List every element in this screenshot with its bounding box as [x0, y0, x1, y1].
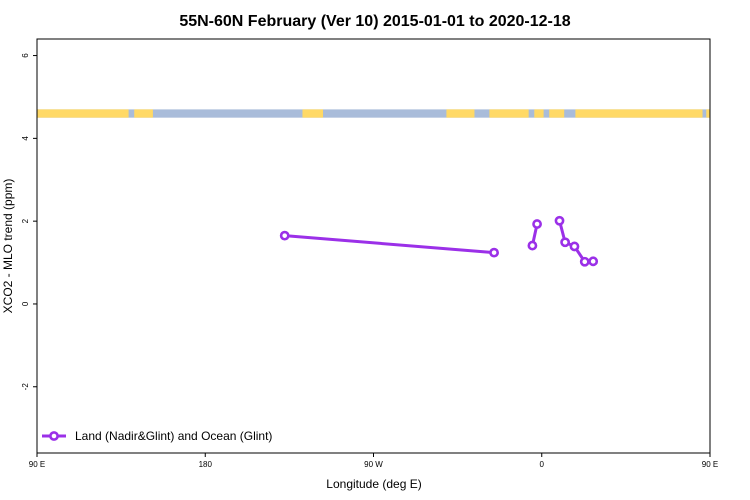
map-strip-land [37, 109, 129, 118]
data-point [279, 230, 290, 241]
x-tick-label: 90 W [364, 460, 383, 469]
map-strip-ocean [37, 109, 710, 118]
map-strip-land [302, 109, 324, 118]
map-strip-land [134, 109, 153, 118]
data-point [588, 256, 599, 267]
x-axis-ticks: 90 E 180 90 W 0 90 E [29, 453, 718, 469]
x-tick-label: 0 [540, 460, 545, 469]
chart-title: 55N-60N February (Ver 10) 2015-01-01 to … [179, 13, 570, 30]
map-strip-land [446, 109, 475, 118]
data-point [489, 247, 499, 258]
x-axis-label: Longitude (deg E) [326, 477, 421, 491]
map-strip-land [534, 109, 544, 118]
map-strip-land [706, 109, 710, 118]
series-points [279, 215, 599, 267]
legend-marker [49, 431, 59, 441]
y-axis-ticks: -2 0 2 4 6 [21, 53, 37, 391]
y-tick-label: 2 [21, 218, 30, 223]
legend: Land (Nadir&Glint) and Ocean (Glint) [42, 429, 272, 443]
data-point [569, 241, 580, 252]
legend-label: Land (Nadir&Glint) and Ocean (Glint) [75, 429, 272, 443]
plot-frame [36, 38, 711, 454]
map-strip-land [575, 109, 703, 118]
y-axis-label: XCO2 - MLO trend (ppm) [1, 179, 15, 314]
x-tick-label: 90 E [29, 460, 45, 469]
series-segment [283, 234, 496, 255]
map-strip [37, 109, 710, 118]
map-strip-land [489, 109, 529, 118]
x-tick-label: 180 [199, 460, 213, 469]
x-tick-label: 90 E [702, 460, 718, 469]
y-tick-label: -2 [21, 383, 30, 391]
data-point [554, 215, 565, 226]
y-tick-label: 4 [21, 136, 30, 141]
data-point [527, 240, 538, 251]
data-point [560, 237, 571, 248]
y-tick-label: 6 [21, 53, 30, 58]
y-tick-label: 0 [21, 301, 30, 306]
series-lines [283, 219, 595, 264]
data-point [579, 256, 590, 267]
map-strip-land [549, 109, 565, 118]
data-point [532, 219, 542, 229]
